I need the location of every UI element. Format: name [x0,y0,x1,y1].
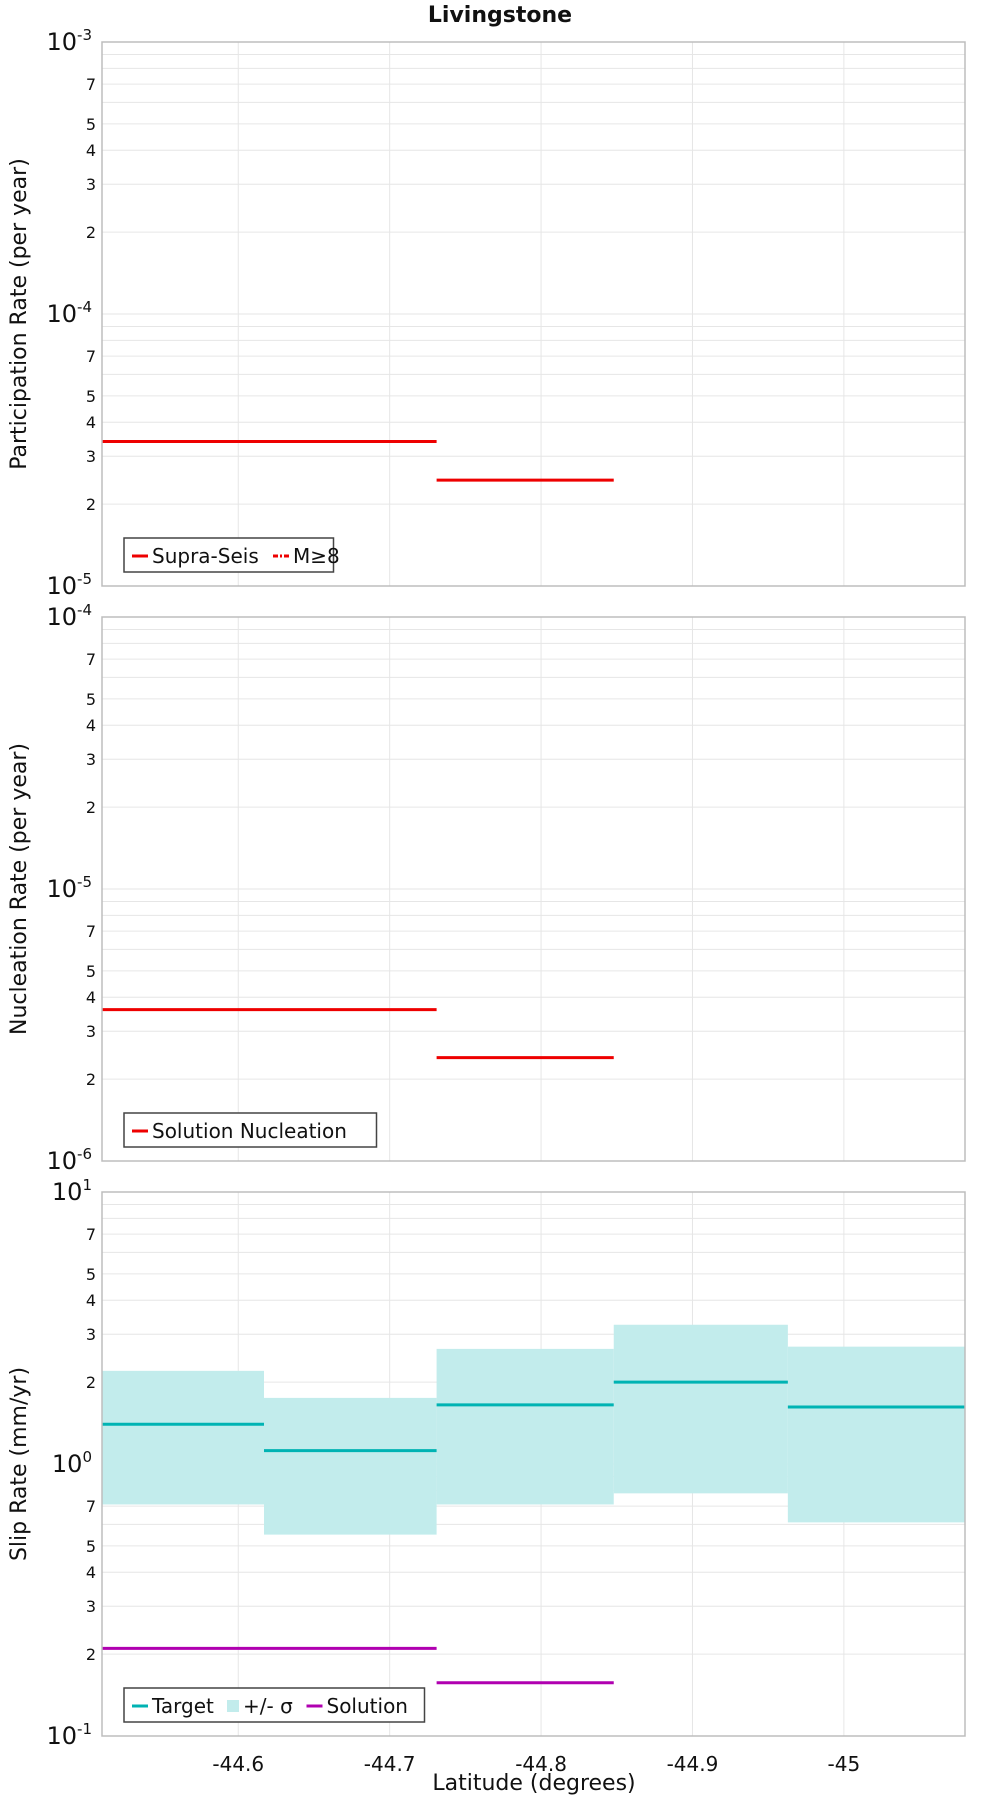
y-minor-tick-label: 7 [86,1225,96,1244]
y-axis-label: Nucleation Rate (per year) [7,743,32,1035]
sigma-band [613,1324,788,1494]
y-minor-tick-label: 7 [86,650,96,669]
y-minor-tick-label: 7 [86,347,96,366]
y-minor-tick-label: 5 [86,962,96,981]
y-minor-tick-label: 4 [86,413,96,432]
y-axis-label: Slip Rate (mm/yr) [7,1367,32,1561]
legend-label: Solution Nucleation [152,1119,347,1143]
y-decade-tick-label: 10-5 [46,570,92,600]
legend-box [123,1687,426,1723]
legend-label: Target [151,1694,214,1718]
panel-3: 101 100 10-1 7 5 4 3 2 7 5 4 3 2 Slip Rate (mm/yr) Tar… [7,1176,966,1776]
y-minor-tick-label: 3 [86,447,96,466]
y-minor-tick-label: 2 [86,1645,96,1664]
y-minor-tick-label: 5 [86,387,96,406]
y-minor-tick-label: 3 [86,1597,96,1616]
y-minor-tick-label: 2 [86,798,96,817]
legend-box [123,1112,378,1148]
legend: Solution Nucleation [123,1112,378,1148]
y-minor-tick-label: 3 [86,750,96,769]
plot-frame [101,41,966,587]
chart-title: Livingstone [428,3,572,28]
panel-1: 10-3 10-4 10-5 7 5 4 3 2 7 5 4 3 2 Participation Rate… [7,26,966,600]
sigma-band [787,1346,965,1523]
legend-box [123,537,335,573]
x-tick-label: -44.7 [364,1752,416,1776]
x-tick-label: -45 [828,1752,861,1776]
legend: Target +/- σ Solution [123,1687,426,1723]
y-minor-tick-label: 4 [86,988,96,1007]
y-minor-tick-label: 5 [86,690,96,709]
y-minor-tick-label: 2 [86,1070,96,1089]
panel-2: 10-4 10-5 10-6 7 5 4 3 2 7 5 4 3 2 Nucleation Rate (p… [7,601,966,1175]
x-tick-label: -44.8 [515,1752,567,1776]
legend-label: +/- σ [243,1694,293,1718]
y-minor-tick-label: 5 [86,115,96,134]
legend-label: M≥8 [293,544,340,568]
legend-label: Solution [327,1694,408,1718]
y-decade-tick-label: 10-1 [46,1720,92,1750]
y-decade-tick-label: 100 [52,1448,92,1478]
x-tick-label: -44.6 [212,1752,264,1776]
y-minor-tick-label: 5 [86,1537,96,1556]
y-minor-tick-label: 3 [86,175,96,194]
y-minor-tick-label: 7 [86,922,96,941]
y-minor-tick-label: 5 [86,1265,96,1284]
y-axis-label: Participation Rate (per year) [7,158,32,470]
y-minor-tick-label: 3 [86,1325,96,1344]
y-minor-tick-label: 4 [86,716,96,735]
legend-swatch-box [227,1700,239,1712]
y-minor-tick-label: 2 [86,495,96,514]
y-minor-tick-label: 2 [86,223,96,242]
y-minor-tick-label: 7 [86,1497,96,1516]
y-minor-tick-label: 4 [86,141,96,160]
plot-frame [101,1191,966,1737]
y-decade-tick-label: 10-4 [46,298,92,328]
legend: Supra-Seis M≥8 [123,537,340,573]
legend-label: Supra-Seis [152,544,259,568]
y-minor-tick-label: 7 [86,75,96,94]
sigma-band [436,1348,614,1505]
sigma-band [102,1370,265,1505]
y-minor-tick-label: 4 [86,1291,96,1310]
y-decade-tick-label: 10-3 [46,26,92,56]
y-decade-tick-label: 10-4 [46,601,92,631]
x-tick-label: -44.9 [667,1752,719,1776]
sigma-band [264,1397,437,1535]
x-axis-label: Latitude (degrees) [432,1771,635,1796]
y-minor-tick-label: 3 [86,1022,96,1041]
y-decade-tick-label: 10-5 [46,873,92,903]
y-minor-tick-label: 2 [86,1373,96,1392]
y-decade-tick-label: 101 [52,1176,92,1206]
y-decade-tick-label: 10-6 [46,1145,92,1175]
y-minor-tick-label: 4 [86,1563,96,1582]
plot-frame [101,616,966,1162]
